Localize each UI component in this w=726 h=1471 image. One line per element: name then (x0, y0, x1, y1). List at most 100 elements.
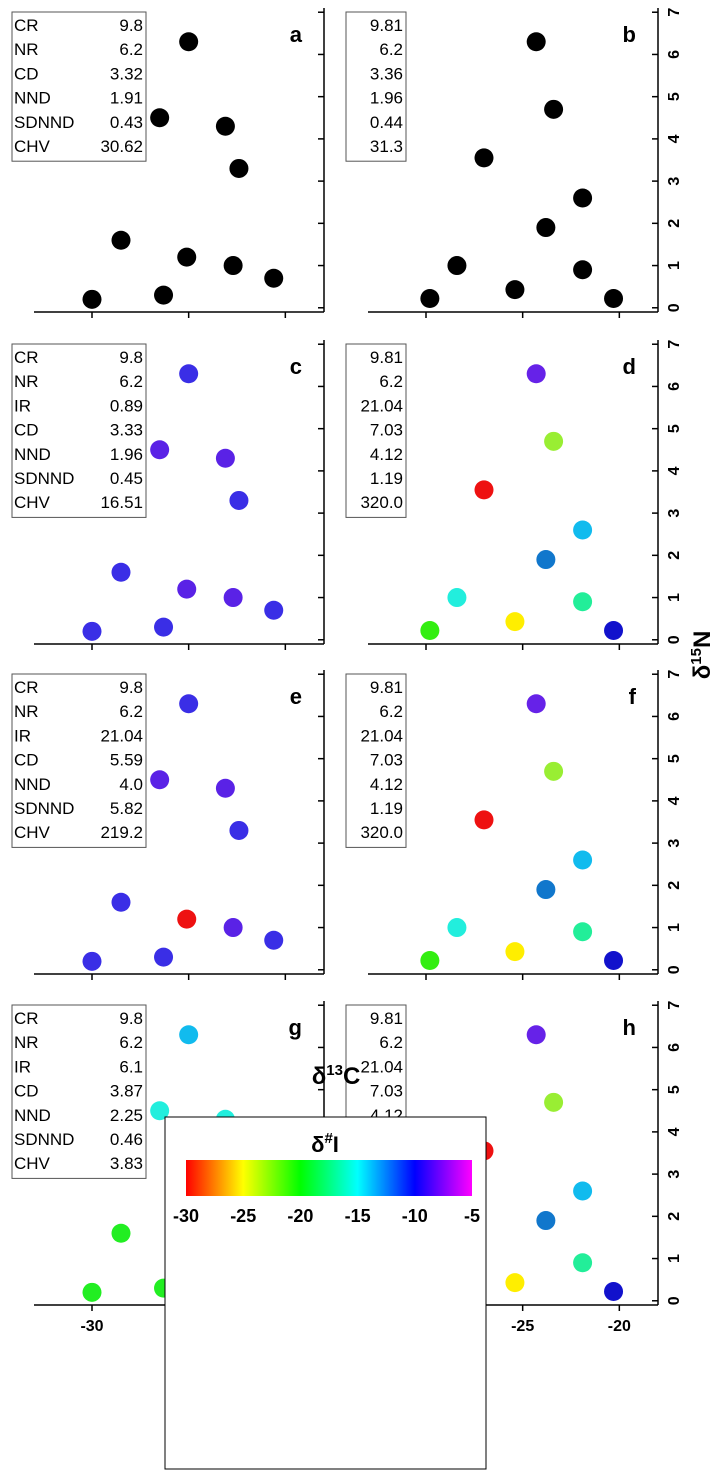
stat-value: 1.19 (370, 469, 403, 488)
stat-label: NND (14, 775, 51, 794)
stat-value: 3.36 (370, 64, 403, 83)
y-tick-label: 6 (666, 382, 683, 391)
y-tick-label: 5 (666, 92, 683, 101)
stat-value: 0.46 (110, 1130, 143, 1149)
data-point (150, 440, 170, 460)
stat-value: 9.81 (370, 348, 403, 367)
stats-box (11, 343, 147, 518)
y-tick-label: 4 (666, 796, 683, 805)
data-point (447, 588, 467, 608)
stat-value: 3.32 (110, 64, 143, 83)
y-tick-label: 1 (666, 261, 683, 270)
stat-value: 1.91 (110, 89, 143, 108)
stat-value: 9.8 (119, 1009, 143, 1028)
data-point (177, 909, 197, 929)
y-tick-label: 0 (666, 1296, 683, 1305)
stat-label: CR (14, 16, 39, 35)
stat-label: CHV (14, 1154, 51, 1173)
stat-value: 219.2 (100, 823, 143, 842)
panel-letter: h (623, 1015, 636, 1040)
data-point (573, 188, 593, 208)
stat-label: NND (14, 89, 51, 108)
stats-box (11, 11, 147, 162)
y-tick-label: 3 (666, 177, 683, 186)
data-point (179, 364, 199, 384)
stat-value: 320.0 (360, 493, 403, 512)
stat-value: 4.0 (119, 775, 143, 794)
data-point (420, 950, 440, 970)
data-point (447, 918, 467, 938)
data-point (111, 1223, 131, 1243)
stat-value: 3.33 (110, 421, 143, 440)
stat-value: 1.96 (110, 445, 143, 464)
panel-d: 0 1 2 3 4 5 6 7 9.81 6.2 21.04 7.03 4.12 1.19 320.0 d (345, 340, 683, 650)
stat-label: IR (14, 726, 31, 745)
y-tick-label: 7 (666, 8, 683, 17)
stat-value: 0.89 (110, 396, 143, 415)
data-point (154, 947, 174, 967)
panel-letter: d (623, 354, 636, 379)
stat-value: 6.2 (379, 1033, 403, 1052)
panel-letter: g (289, 1015, 302, 1040)
data-point (447, 256, 467, 276)
stat-label: CHV (14, 137, 51, 156)
data-point (111, 230, 131, 250)
panel-letter: e (290, 684, 302, 709)
y-tick-label: 2 (666, 219, 683, 228)
stat-value: 21.04 (100, 726, 143, 745)
stat-label: SDNND (14, 469, 74, 488)
y-tick-label: 1 (666, 923, 683, 932)
stat-value: 1.96 (370, 89, 403, 108)
data-point (544, 761, 564, 781)
y-tick-label: 7 (666, 340, 683, 349)
y-tick-label: 2 (666, 881, 683, 890)
data-point (505, 1273, 525, 1293)
data-point (111, 562, 131, 582)
panel-c: CR 9.8 NR 6.2 IR 0.89 CD 3.33 NND 1.96 SDNND 0.45 CH… (11, 340, 325, 650)
stat-value: 4.12 (370, 445, 403, 464)
data-point (177, 579, 197, 599)
stat-value: 7.03 (370, 751, 403, 770)
data-point (474, 148, 494, 168)
stats-box (11, 1004, 147, 1179)
y-tick-label: 0 (666, 635, 683, 644)
stat-value: 6.2 (379, 702, 403, 721)
data-point (536, 550, 556, 570)
panel-b: 0 1 2 3 4 5 6 7 9.81 6.2 3.36 1.96 0.44 31.3 b (345, 8, 683, 318)
stat-value: 3.83 (110, 1154, 143, 1173)
data-point (604, 620, 624, 640)
data-point (82, 621, 102, 641)
stat-label: CD (14, 64, 39, 83)
x-tick-label: -30 (80, 1318, 103, 1335)
stat-label: CHV (14, 493, 51, 512)
data-point (526, 1025, 546, 1045)
stat-value: 9.8 (119, 16, 143, 35)
stat-label: IR (14, 396, 31, 415)
stat-value: 6.2 (119, 1033, 143, 1052)
stat-label: SDNND (14, 113, 74, 132)
x-tick-label: -25 (511, 1318, 534, 1335)
stat-value: 9.8 (119, 348, 143, 367)
data-point (536, 880, 556, 900)
y-tick-label: 4 (666, 466, 683, 475)
stat-value: 21.04 (360, 1057, 403, 1076)
y-tick-label: 7 (666, 670, 683, 679)
data-point (544, 99, 564, 119)
data-point (111, 892, 131, 912)
data-point (474, 480, 494, 500)
data-point (154, 617, 174, 637)
data-point (150, 1101, 170, 1121)
stats-box (11, 673, 147, 848)
y-tick-label: 4 (666, 1127, 683, 1136)
data-point (229, 158, 249, 178)
data-point (229, 820, 249, 840)
stat-label: CD (14, 751, 39, 770)
data-point (215, 778, 235, 798)
data-point (177, 247, 197, 267)
data-point (223, 918, 243, 938)
panel-letter: f (629, 684, 637, 709)
colorbar-gradient (186, 1160, 472, 1196)
data-point (526, 694, 546, 714)
stat-value: 7.03 (370, 421, 403, 440)
